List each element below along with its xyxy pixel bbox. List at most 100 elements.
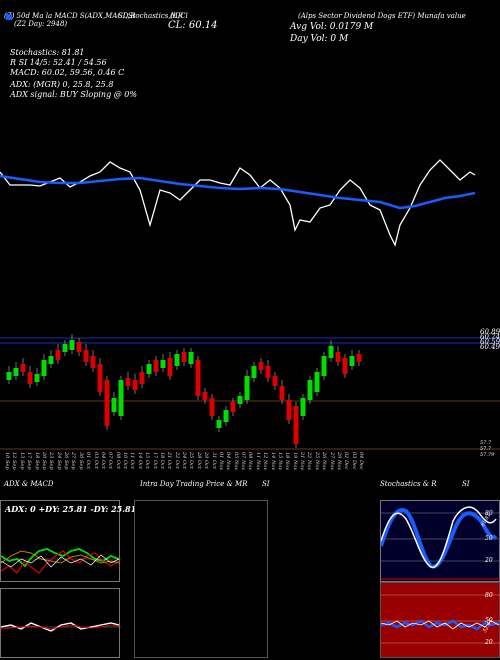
date-label: 28 Oct (195, 452, 202, 469)
candle-body (195, 360, 201, 396)
header-avg-volume: Avg Vol: 0.0179 M (290, 22, 374, 32)
date-label: 18 Nov (284, 452, 291, 471)
date-label: 12 Nov (262, 452, 269, 471)
candle-body (251, 366, 257, 378)
price-label-2: 60.74 (480, 333, 500, 341)
candle-body (160, 360, 166, 368)
price-label-4: 60.49 (480, 343, 500, 351)
stochastics-readout: Stochastics: 81.81 (10, 48, 85, 57)
date-label: 31 Oct (210, 452, 217, 469)
candle-body (265, 366, 271, 378)
candle-body (272, 376, 278, 386)
candle-body (328, 346, 334, 358)
date-label: 26 Nov (321, 452, 328, 471)
adx-macd-title: ADX & MACD (4, 480, 54, 488)
date-label: 22 Oct (173, 452, 180, 469)
candle-body (223, 410, 229, 422)
date-label: 20 Sep (40, 452, 47, 470)
date-label: 04 Nov (225, 452, 232, 471)
candle-body (41, 360, 47, 376)
date-label: 24 Oct (181, 452, 187, 469)
candle-body (244, 376, 250, 400)
header-indicators: (Z) 50d Ma la MACD S(ADX,MACD,B (4, 12, 136, 20)
price-label-1: 60.89 (480, 328, 500, 336)
stochastics-panel: 81.81 80 50 20 (380, 500, 500, 582)
stoch-level-80: 80 (485, 510, 493, 517)
candle-body (34, 374, 40, 382)
moving-average-line (0, 174, 476, 210)
candle-body (258, 362, 264, 370)
header-cl-label: (L)Cl (170, 12, 188, 20)
date-label: 08 Oct (114, 452, 121, 469)
date-label: 27 Nov (328, 452, 335, 471)
date-label: 05 Nov (232, 452, 239, 471)
stoch-level-50: 50 (485, 535, 493, 542)
candle-body (230, 402, 236, 412)
date-label: 01 Oct (85, 452, 92, 469)
rsi-level-50: 50 (485, 617, 493, 624)
stochastics-si-label: SI (462, 480, 470, 488)
candle-body (132, 380, 138, 390)
date-label: 10 Oct (122, 452, 128, 469)
date-label: 24 Sep (55, 452, 62, 470)
candle-body (216, 420, 222, 428)
intraday-title: Intra Day Trading Price & MR (140, 480, 248, 488)
adx-panel: ADX: 0 +DY: 25.81 -DY: 25.81 (0, 500, 136, 582)
date-label: 22 Nov (306, 452, 313, 471)
adx-signal-readout: ADX signal: BUY Sloping @ 0% (10, 90, 137, 99)
date-label: 25 Oct (188, 452, 195, 469)
header-day-volume: Day Vol: 0 M (290, 34, 349, 44)
candlesticks (6, 334, 362, 448)
date-label: 13 Sep (18, 452, 25, 470)
candle-body (202, 392, 208, 400)
date-label: 15 Oct (144, 452, 151, 469)
candle-body (83, 350, 89, 362)
price-label-7: 57.79 (480, 452, 495, 458)
date-label: 02 Dec (343, 452, 350, 470)
adx-values: ADX: 0 +DY: 25.81 -DY: 25.81 (5, 504, 137, 514)
date-label: 17 Oct (151, 452, 158, 469)
date-label: 08 Nov (247, 452, 254, 471)
candle-body (90, 356, 96, 368)
date-label: 21 Oct (166, 452, 173, 469)
candle-body (321, 356, 327, 376)
date-label: 15 Nov (276, 452, 283, 471)
date-label: 18 Sep (33, 452, 40, 470)
date-label: 23 Sep (48, 452, 55, 470)
candle-body (146, 364, 152, 374)
date-label: 12 Sep (11, 452, 18, 470)
date-label: 03 Dec (350, 452, 357, 470)
header-indicators-2: SI,Stochastics,MR (118, 12, 184, 20)
candle-body (76, 342, 82, 352)
candle-body (104, 380, 110, 426)
candle-body (356, 354, 362, 362)
macd-readout: MACD: 60.02, 59.56, 0.46 C (10, 68, 125, 77)
candle-body (153, 360, 159, 372)
date-label: 19 Nov (291, 452, 298, 471)
candle-body (139, 372, 145, 384)
candle-body (237, 396, 243, 404)
header-close-price: CL: 60.14 (168, 20, 218, 31)
candle-body (125, 378, 131, 386)
candle-body (314, 372, 320, 392)
candle-body (174, 354, 180, 366)
candle-body (349, 356, 355, 366)
date-label: 25 Nov (313, 452, 320, 471)
legend-color-swatch (6, 14, 12, 20)
date-label: 29 Oct (203, 452, 210, 469)
candle-body (286, 400, 292, 420)
date-label: 07 Nov (240, 452, 246, 471)
date-label: 27 Sep (70, 452, 77, 470)
date-label: 14 Nov (269, 452, 276, 471)
price-label-3: 60.59 (480, 338, 500, 346)
date-label: 11 Oct (129, 452, 136, 469)
price-label-5: 57.7 (480, 440, 492, 446)
candle-body (335, 352, 341, 362)
candle-body (55, 350, 61, 360)
rsi-panel: 52.41 80 50 20 (380, 582, 500, 658)
date-label: 14 Oct (136, 452, 143, 469)
date-label: 04 Oct (99, 452, 106, 469)
candle-body (279, 386, 285, 400)
date-label: 29 Nov (335, 452, 342, 471)
price-label-6: 57.7 (480, 446, 492, 452)
